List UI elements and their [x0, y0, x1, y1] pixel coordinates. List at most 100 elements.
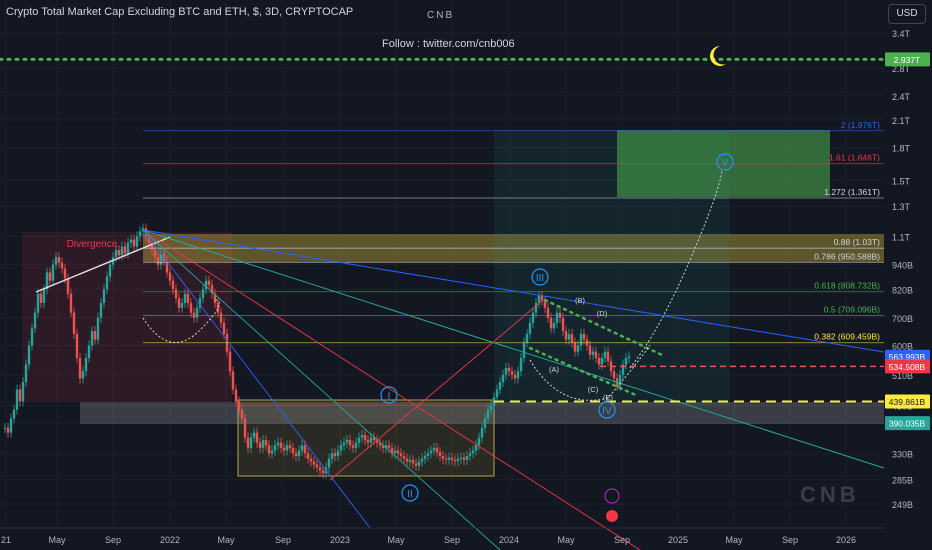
candle-body: [174, 289, 178, 299]
candle-body: [498, 382, 502, 390]
alert-icon: [606, 510, 618, 522]
candle-body: [531, 312, 535, 323]
price-axis: 3.4T 2.8T 2.4T 2.1T 1.8T 1.5T 1.3T 1.1T 940B 820B…: [884, 0, 932, 550]
candle-body: [312, 461, 316, 465]
candle-body: [618, 374, 622, 386]
candle-body: [249, 437, 253, 448]
candle-body: [129, 239, 133, 243]
candle-body: [321, 470, 325, 474]
candle-body: [369, 437, 373, 443]
fib-label: 0.618 (808.732B): [814, 281, 880, 291]
candle-body: [534, 302, 538, 313]
currency-button[interactable]: USD: [888, 4, 926, 24]
candle-body: [186, 293, 190, 303]
candle-body: [57, 257, 61, 263]
x-tick-label: May: [557, 535, 575, 545]
price-label-text: 439.861B: [889, 397, 926, 407]
candle-body: [69, 293, 73, 313]
candle-body: [261, 440, 265, 448]
candle-body: [60, 262, 64, 269]
y-tick-label: 1.3T: [892, 202, 911, 212]
candle-body: [480, 427, 484, 438]
candle-body: [327, 458, 331, 468]
candle-body: [96, 317, 100, 340]
wave-circle: [531, 268, 549, 286]
candle-body: [429, 450, 433, 454]
y-tick-label: 700B: [892, 314, 913, 324]
candle-body: [309, 458, 313, 462]
candle-body: [126, 242, 130, 254]
candle-body: [432, 447, 436, 451]
candle-body: [216, 302, 220, 313]
y-tick-label: 1.1T: [892, 232, 911, 242]
candle-body: [108, 264, 112, 277]
candle-body: [3, 427, 7, 429]
candle-body: [300, 445, 304, 451]
candle-body: [597, 357, 601, 365]
divergence-label: Divergence: [67, 239, 118, 250]
candle-body: [552, 322, 556, 329]
candle-body: [402, 456, 406, 459]
x-tick-label: 2026: [836, 535, 856, 545]
fib-label: 2 (1.976T): [841, 120, 880, 130]
time-axis: 21 May Sep 2022 May Sep 2023 May Sep 2024 May Sep 20…: [0, 527, 884, 545]
candle-body: [72, 312, 76, 334]
y-tick-label: 600B: [892, 342, 913, 352]
candle-body: [465, 456, 469, 460]
candle-body: [84, 357, 88, 372]
candle-body: [15, 389, 19, 410]
abc-label: (D): [597, 309, 608, 318]
fib-label: 0.786 (950.588B): [814, 252, 880, 262]
abc-label: (B): [575, 296, 586, 305]
candle-body: [441, 456, 445, 459]
candle-body: [195, 307, 199, 318]
candle-body: [267, 445, 271, 454]
candle-body: [621, 364, 625, 375]
candle-body: [612, 371, 616, 379]
candle-body: [501, 374, 505, 383]
candle-body: [189, 302, 193, 313]
wave-label: I: [388, 391, 391, 402]
candle-body: [522, 342, 526, 358]
follow-text: Follow : twitter.com/cnb006: [382, 38, 515, 50]
candle-body: [540, 295, 544, 301]
candle-body: [489, 405, 493, 410]
wave-circle: [598, 401, 616, 419]
channel-upper: [543, 298, 664, 357]
candle-body: [333, 453, 337, 457]
candle-body: [237, 401, 241, 410]
fib-label: 0.88 (1.03T): [834, 237, 880, 247]
price-label-tag: [885, 394, 930, 409]
candle-body: [276, 442, 280, 446]
candle-body: [549, 317, 553, 329]
candle-body: [444, 458, 448, 460]
candle-body: [381, 445, 385, 448]
candle-body: [528, 322, 532, 334]
candle-body: [105, 276, 109, 290]
chart-zones: [22, 130, 884, 477]
candle-body: [504, 367, 508, 375]
candle-body: [372, 437, 376, 441]
candle-body: [477, 437, 481, 446]
candle-body: [516, 371, 520, 379]
candle-body: [93, 331, 97, 340]
symbol-title[interactable]: Crypto Total Market Cap Excluding BTC an…: [6, 6, 354, 18]
candle-body: [435, 447, 439, 453]
candle-body: [42, 289, 46, 303]
candle-body: [462, 457, 466, 460]
candle-body: [519, 357, 523, 372]
candle-body: [66, 278, 70, 294]
candle-body: [54, 257, 58, 265]
candle-body: [102, 289, 106, 303]
candle-body: [384, 445, 388, 448]
x-tick-label: May: [48, 535, 66, 545]
abc-label: (E): [603, 393, 614, 402]
candle-body: [450, 457, 454, 460]
candle-body: [90, 331, 94, 346]
support-band: [80, 402, 884, 424]
candle-body: [246, 437, 250, 448]
candle-body: [591, 351, 595, 355]
candle-body: [573, 342, 577, 352]
candle-body: [570, 333, 574, 343]
